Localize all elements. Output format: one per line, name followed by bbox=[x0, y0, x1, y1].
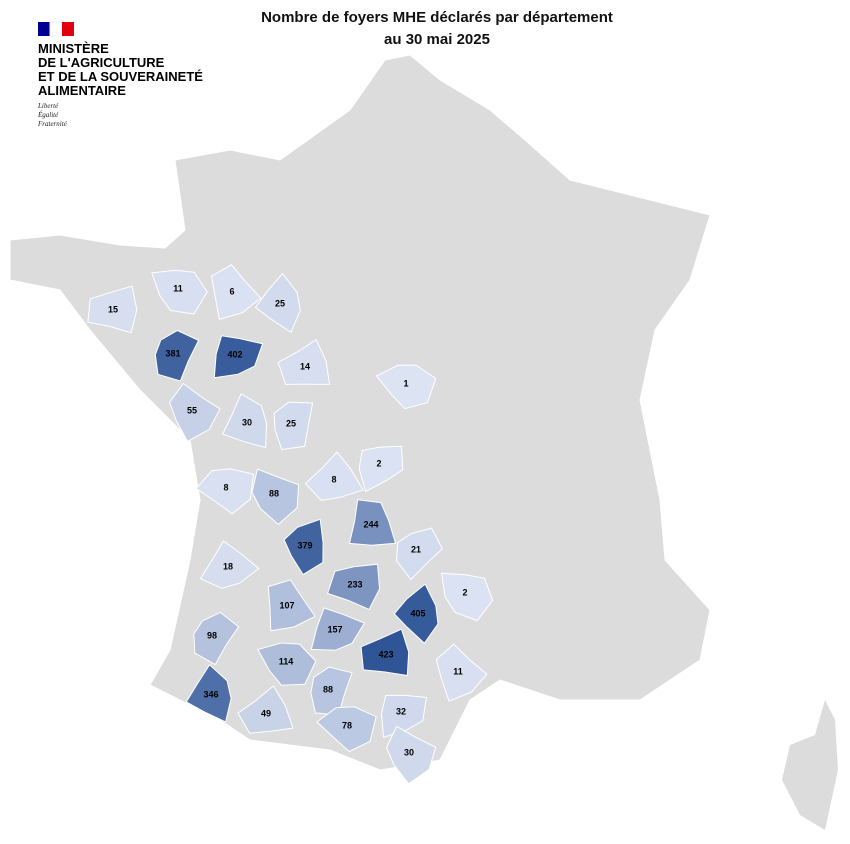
department bbox=[385, 725, 437, 785]
department-value: 244 bbox=[363, 519, 378, 529]
department-value: 233 bbox=[347, 579, 362, 589]
department-value: 78 bbox=[342, 720, 352, 730]
logo: MINISTÈRE DE L'AGRICULTURE ET DE LA SOUV… bbox=[37, 21, 203, 128]
motto-line: Égalité bbox=[37, 111, 59, 119]
department bbox=[251, 468, 300, 526]
department bbox=[310, 666, 353, 716]
department bbox=[195, 468, 255, 515]
departments bbox=[87, 264, 494, 785]
department-value: 18 bbox=[223, 561, 233, 571]
department-value: 6 bbox=[229, 286, 234, 296]
department-value: 8 bbox=[331, 474, 336, 484]
department bbox=[169, 382, 221, 443]
flag-blue bbox=[38, 22, 50, 36]
department bbox=[435, 643, 488, 702]
department-value: 1 bbox=[403, 378, 408, 388]
department bbox=[257, 642, 317, 686]
france-outline bbox=[9, 54, 711, 771]
department bbox=[304, 451, 364, 502]
department bbox=[277, 338, 331, 385]
department bbox=[199, 540, 260, 589]
department-value: 49 bbox=[261, 708, 271, 718]
department-value: 30 bbox=[404, 747, 414, 757]
title: Nombre de foyers MHE déclarés par départ… bbox=[261, 9, 613, 26]
motto-line: Fraternité bbox=[37, 120, 68, 128]
department bbox=[375, 364, 437, 410]
department-value: 346 bbox=[203, 689, 218, 699]
department-value: 157 bbox=[327, 624, 342, 634]
department bbox=[151, 269, 208, 315]
department bbox=[210, 264, 262, 321]
department-value: 107 bbox=[279, 600, 294, 610]
department-value: 15 bbox=[108, 304, 118, 314]
department-value: 405 bbox=[410, 608, 425, 618]
department-value: 8 bbox=[223, 482, 228, 492]
title: au 30 mai 2025 bbox=[384, 31, 490, 48]
department-value: 25 bbox=[286, 418, 296, 428]
logo-line: MINISTÈRE bbox=[38, 41, 109, 56]
department bbox=[273, 401, 314, 451]
department-value: 114 bbox=[279, 656, 294, 666]
department-value: 98 bbox=[207, 630, 217, 640]
department bbox=[185, 664, 232, 723]
department bbox=[213, 335, 264, 379]
flag-red bbox=[62, 22, 74, 36]
department-value: 11 bbox=[173, 283, 183, 293]
motto-line: Liberté bbox=[37, 102, 59, 110]
department-value: 402 bbox=[227, 349, 242, 359]
department-value: 55 bbox=[187, 405, 197, 415]
department bbox=[154, 329, 200, 382]
flag-white bbox=[49, 21, 63, 37]
department bbox=[267, 579, 316, 632]
department bbox=[393, 583, 439, 644]
logo-line: ET DE LA SOUVERAINETÉ bbox=[38, 69, 203, 84]
logo-line: ALIMENTAIRE bbox=[38, 83, 126, 98]
department bbox=[348, 499, 397, 546]
department-value: 21 bbox=[411, 544, 421, 554]
department-value: 30 bbox=[242, 417, 252, 427]
department bbox=[254, 272, 301, 334]
department bbox=[193, 611, 240, 666]
department-value: 88 bbox=[269, 488, 279, 498]
department-value: 14 bbox=[300, 361, 310, 371]
department-value: 32 bbox=[396, 706, 406, 716]
department-value: 2 bbox=[376, 458, 381, 468]
department bbox=[237, 685, 294, 734]
department bbox=[395, 527, 444, 581]
department bbox=[87, 285, 138, 334]
department bbox=[326, 563, 381, 611]
department-value: 11 bbox=[453, 666, 463, 676]
department bbox=[358, 445, 404, 493]
department-value: 25 bbox=[275, 298, 285, 308]
department-value: 423 bbox=[378, 649, 393, 659]
department-value: 381 bbox=[165, 348, 180, 358]
department bbox=[310, 607, 366, 651]
department bbox=[222, 393, 268, 449]
department-value: 2 bbox=[462, 587, 467, 597]
department-value: 88 bbox=[323, 684, 333, 694]
logo-line: DE L'AGRICULTURE bbox=[38, 55, 165, 70]
department bbox=[360, 628, 410, 677]
department-value: 379 bbox=[297, 540, 312, 550]
department bbox=[283, 518, 324, 576]
department bbox=[316, 706, 377, 753]
corsica bbox=[782, 700, 838, 830]
department bbox=[441, 572, 494, 622]
